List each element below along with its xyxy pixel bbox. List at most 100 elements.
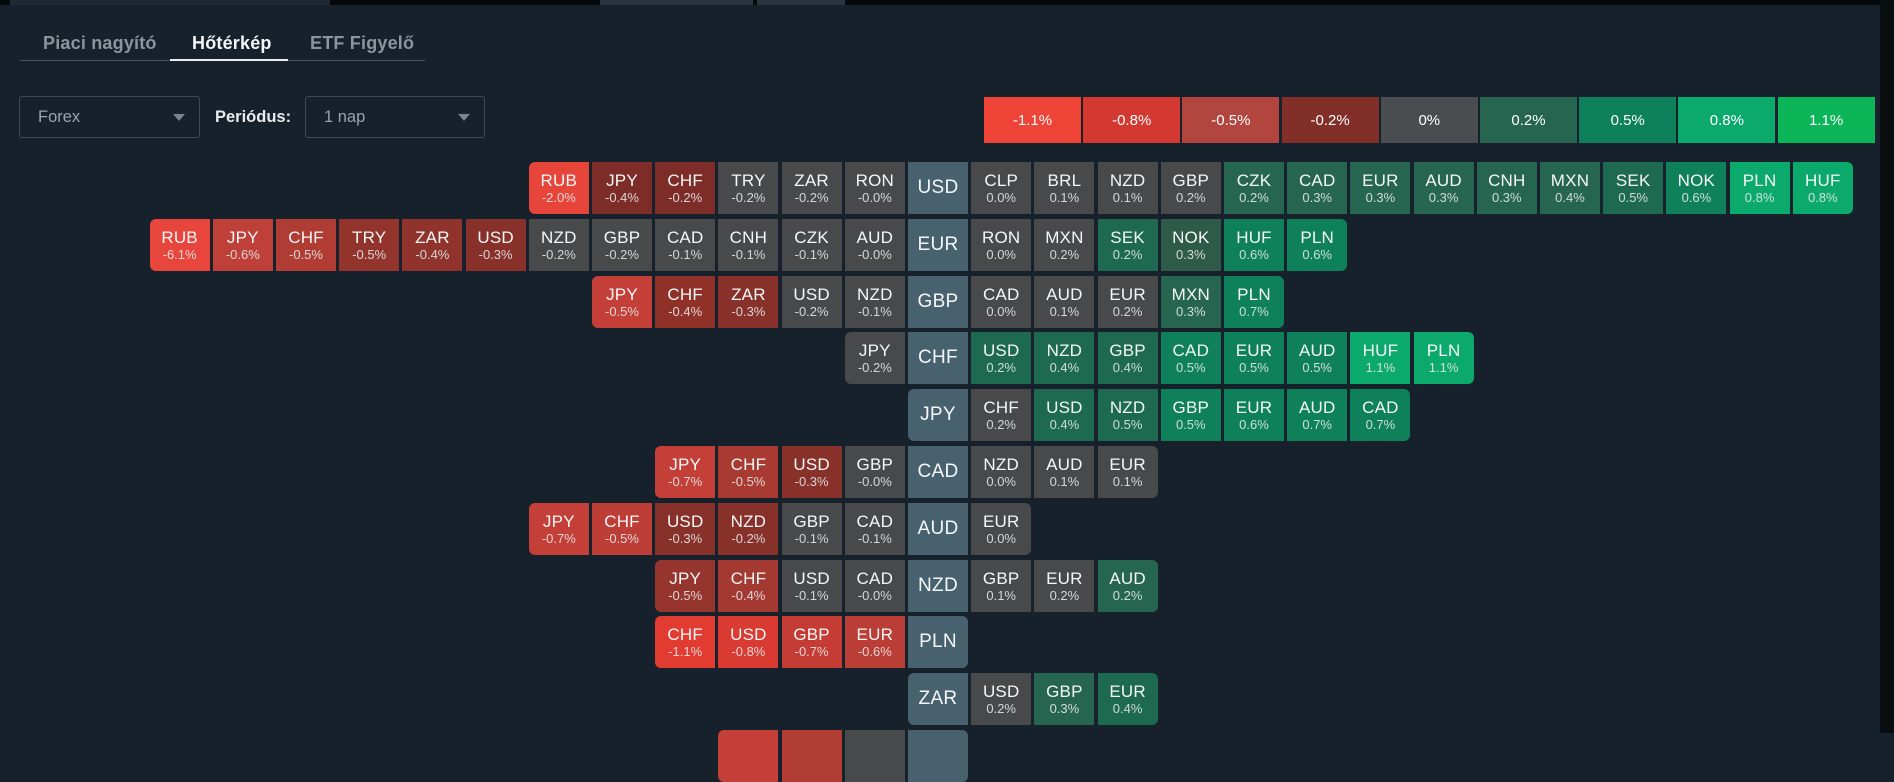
heatmap-cell[interactable]: RON 0.0% xyxy=(971,218,1032,271)
heatmap-cell[interactable]: NOK 0.3% xyxy=(1160,218,1221,271)
heatmap-cell[interactable]: GBP -0.0% xyxy=(844,446,905,498)
heatmap-base-cell[interactable] xyxy=(908,730,968,782)
heatmap-cell[interactable]: EUR 0.6% xyxy=(1224,389,1284,442)
heatmap-base-cell[interactable]: JPY xyxy=(908,389,968,442)
heatmap-cell[interactable]: NZD 0.1% xyxy=(1097,162,1158,214)
heatmap-cell[interactable]: AUD 0.2% xyxy=(1097,559,1158,612)
heatmap-cell[interactable]: CAD 0.7% xyxy=(1350,389,1411,442)
heatmap-cell[interactable]: CHF -0.5% xyxy=(276,218,336,271)
heatmap-cell[interactable]: BRL 0.1% xyxy=(1034,162,1095,214)
heatmap-cell[interactable]: ZAR -0.4% xyxy=(402,218,463,271)
heatmap-base-cell[interactable]: AUD xyxy=(908,502,968,555)
heatmap-cell[interactable]: USD -0.3% xyxy=(655,502,716,555)
heatmap-cell[interactable]: NZD -0.1% xyxy=(844,275,905,328)
heatmap-cell[interactable]: CZK -0.1% xyxy=(781,218,842,271)
asset-class-select[interactable]: Forex xyxy=(19,96,200,138)
heatmap-cell[interactable]: PLN 1.1% xyxy=(1413,332,1474,385)
heatmap-cell[interactable]: GBP 0.1% xyxy=(971,559,1032,612)
heatmap-cell[interactable]: MXN 0.4% xyxy=(1540,162,1600,214)
heatmap-cell[interactable]: USD 0.4% xyxy=(1034,389,1095,442)
heatmap-cell[interactable]: USD -0.2% xyxy=(781,275,842,328)
heatmap-cell[interactable]: CNH -0.1% xyxy=(718,218,779,271)
heatmap-cell[interactable]: JPY -0.4% xyxy=(592,162,652,214)
heatmap-cell[interactable]: MXN 0.2% xyxy=(1034,218,1095,271)
heatmap-cell[interactable]: RON -0.0% xyxy=(844,162,905,214)
heatmap-cell[interactable]: USD -0.1% xyxy=(781,559,842,612)
heatmap-cell[interactable]: CAD 0.0% xyxy=(971,275,1032,328)
tab-etf-figyelo[interactable]: ETF Figyelő xyxy=(310,33,415,53)
heatmap-cell[interactable]: CHF -0.4% xyxy=(655,275,716,328)
heatmap-cell[interactable]: CHF -0.4% xyxy=(718,559,779,612)
heatmap-base-cell[interactable]: CAD xyxy=(908,446,968,498)
heatmap-cell[interactable]: NZD 0.5% xyxy=(1097,389,1158,442)
heatmap-cell[interactable]: RUB -2.0% xyxy=(528,162,589,214)
heatmap-cell[interactable]: PLN 0.6% xyxy=(1287,218,1348,271)
heatmap-cell[interactable]: EUR 0.3% xyxy=(1350,162,1411,214)
heatmap-cell[interactable]: USD -0.3% xyxy=(465,218,526,271)
heatmap-cell[interactable]: GBP -0.2% xyxy=(592,218,652,271)
heatmap-cell[interactable]: AUD 0.5% xyxy=(1287,332,1348,385)
heatmap-cell[interactable]: AUD 0.3% xyxy=(1413,162,1474,214)
heatmap-cell[interactable]: NZD -0.2% xyxy=(528,218,589,271)
heatmap-cell[interactable]: GBP 0.3% xyxy=(1034,673,1095,726)
heatmap-cell[interactable]: CHF 0.2% xyxy=(971,389,1032,442)
heatmap-cell[interactable]: JPY -0.7% xyxy=(528,502,589,555)
heatmap-base-cell[interactable]: ZAR xyxy=(908,673,968,726)
heatmap-cell[interactable]: CNH 0.3% xyxy=(1476,162,1537,214)
heatmap-cell[interactable]: CLP 0.0% xyxy=(971,162,1032,214)
heatmap-cell[interactable]: USD 0.2% xyxy=(971,673,1032,726)
period-select[interactable]: 1 nap xyxy=(305,96,485,138)
heatmap-cell[interactable]: GBP 0.4% xyxy=(1097,332,1158,385)
heatmap-cell[interactable] xyxy=(718,730,779,782)
tab-piaci-nagyito[interactable]: Piaci nagyító xyxy=(43,33,157,53)
heatmap-cell[interactable]: AUD 0.7% xyxy=(1287,389,1348,442)
heatmap-cell[interactable]: HUF 0.6% xyxy=(1224,218,1284,271)
tab-hoterkep[interactable]: Hőtérkép xyxy=(192,33,272,53)
heatmap-base-cell[interactable]: PLN xyxy=(908,616,968,669)
heatmap-cell[interactable]: JPY -0.5% xyxy=(592,275,652,328)
heatmap-cell[interactable]: USD -0.3% xyxy=(781,446,842,498)
heatmap-cell[interactable]: AUD 0.1% xyxy=(1034,275,1095,328)
heatmap-cell[interactable]: CHF -0.5% xyxy=(592,502,652,555)
heatmap-cell[interactable]: MXN 0.3% xyxy=(1160,275,1221,328)
heatmap-cell[interactable]: HUF 0.8% xyxy=(1792,162,1853,214)
heatmap-cell[interactable]: JPY -0.2% xyxy=(844,332,905,385)
heatmap-base-cell[interactable]: NZD xyxy=(908,559,968,612)
heatmap-cell[interactable] xyxy=(781,730,842,782)
heatmap-base-cell[interactable]: EUR xyxy=(908,218,968,271)
heatmap-cell[interactable]: ZAR -0.2% xyxy=(781,162,842,214)
heatmap-cell[interactable]: NZD -0.2% xyxy=(718,502,779,555)
heatmap-cell[interactable]: PLN 0.8% xyxy=(1729,162,1790,214)
heatmap-cell[interactable]: GBP 0.5% xyxy=(1160,389,1221,442)
heatmap-cell[interactable]: EUR 0.5% xyxy=(1224,332,1284,385)
heatmap-cell[interactable]: CHF -1.1% xyxy=(655,616,716,669)
heatmap-cell[interactable]: CAD 0.5% xyxy=(1160,332,1221,385)
heatmap-base-cell[interactable]: GBP xyxy=(908,275,968,328)
heatmap-cell[interactable]: NZD 0.4% xyxy=(1034,332,1095,385)
heatmap-cell[interactable]: GBP 0.2% xyxy=(1160,162,1221,214)
heatmap-cell[interactable]: GBP -0.1% xyxy=(781,502,842,555)
heatmap-cell[interactable]: EUR 0.0% xyxy=(971,502,1032,555)
heatmap-cell[interactable]: PLN 0.7% xyxy=(1224,275,1284,328)
heatmap-base-cell[interactable]: USD xyxy=(908,162,968,214)
heatmap-cell[interactable]: TRY -0.2% xyxy=(718,162,779,214)
heatmap-cell[interactable]: CHF -0.2% xyxy=(655,162,716,214)
heatmap-cell[interactable]: CHF -0.5% xyxy=(718,446,779,498)
heatmap-cell[interactable]: ZAR -0.3% xyxy=(718,275,779,328)
heatmap-cell[interactable]: SEK 0.5% xyxy=(1603,162,1664,214)
heatmap-cell[interactable] xyxy=(844,730,905,782)
heatmap-cell[interactable]: NOK 0.6% xyxy=(1666,162,1727,214)
heatmap-cell[interactable]: CAD -0.1% xyxy=(655,218,716,271)
heatmap-cell[interactable]: RUB -6.1% xyxy=(149,218,210,271)
heatmap-cell[interactable]: JPY -0.7% xyxy=(655,446,716,498)
heatmap-cell[interactable]: EUR 0.2% xyxy=(1097,275,1158,328)
heatmap-cell[interactable]: AUD -0.0% xyxy=(844,218,905,271)
heatmap-cell[interactable]: JPY -0.5% xyxy=(655,559,716,612)
heatmap-cell[interactable]: EUR 0.1% xyxy=(1097,446,1158,498)
heatmap-cell[interactable]: EUR 0.4% xyxy=(1097,673,1158,726)
heatmap-cell[interactable]: SEK 0.2% xyxy=(1097,218,1158,271)
heatmap-cell[interactable]: CAD -0.0% xyxy=(844,559,905,612)
heatmap-cell[interactable]: USD -0.8% xyxy=(718,616,779,669)
heatmap-base-cell[interactable]: CHF xyxy=(908,332,968,385)
heatmap-cell[interactable]: CZK 0.2% xyxy=(1224,162,1284,214)
